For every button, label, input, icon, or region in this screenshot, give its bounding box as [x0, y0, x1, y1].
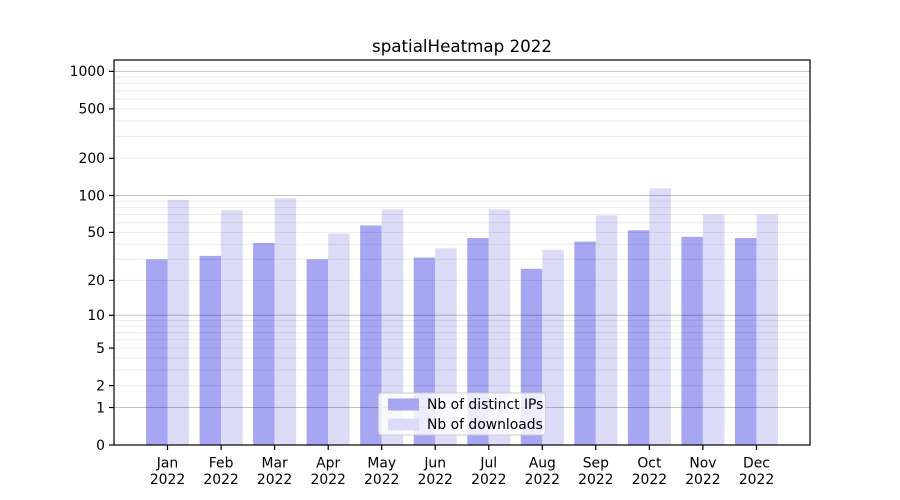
x-tick-label-month: Sep — [583, 456, 609, 472]
plot-border — [113, 59, 811, 446]
x-tick-label-month: Apr — [316, 456, 340, 472]
y-tick-label: 0 — [96, 438, 105, 454]
bar-downloads-sep — [595, 215, 618, 445]
y-tick-label: 500 — [78, 102, 105, 118]
x-tick-label-month: Mar — [261, 456, 287, 472]
y-tick-label: 1000 — [70, 64, 105, 80]
bar-distinct-ips-feb — [199, 255, 222, 445]
x-tick-label-year: 2022 — [364, 472, 399, 488]
bar-downloads-jul — [488, 209, 511, 445]
y-tick-label: 10 — [87, 308, 105, 324]
x-tick-label-month: Oct — [637, 456, 662, 472]
bar-distinct-ips-sep — [574, 241, 596, 445]
bar-downloads-mar — [274, 198, 297, 445]
x-tick-label-year: 2022 — [471, 472, 506, 488]
x-tick-label-month: Aug — [529, 456, 556, 472]
x-tick-label-year: 2022 — [739, 472, 774, 488]
bar-downloads-aug — [542, 249, 564, 445]
x-tick-label-year: 2022 — [257, 472, 292, 488]
bar-distinct-ips-mar — [253, 242, 275, 445]
bar-distinct-ips-jan — [146, 259, 168, 445]
bar-downloads-jan — [167, 199, 190, 445]
y-tick-label: 5 — [96, 341, 105, 357]
x-tick-label-month: Jul — [479, 456, 497, 472]
y-tick-label: 1 — [96, 400, 105, 416]
x-tick-label-year: 2022 — [578, 472, 613, 488]
x-tick-label-year: 2022 — [203, 472, 238, 488]
x-tick-label-month: May — [367, 456, 396, 472]
y-tick-label: 20 — [87, 273, 105, 289]
bar-distinct-ips-apr — [306, 259, 329, 445]
bar-downloads-oct — [649, 188, 671, 445]
x-tick-label-year: 2022 — [311, 472, 346, 488]
x-tick-label-year: 2022 — [418, 472, 453, 488]
bar-distinct-ips-oct — [627, 230, 650, 445]
bar-downloads-apr — [328, 233, 350, 445]
chart-title: spatialHeatmap 2022 — [372, 36, 552, 56]
bar-downloads-dec — [756, 214, 778, 445]
bar-downloads-nov — [702, 214, 725, 445]
x-tick-label-month: Dec — [743, 456, 770, 472]
bar-distinct-ips-may — [360, 225, 382, 445]
x-tick-label-year: 2022 — [150, 472, 185, 488]
x-tick-label-year: 2022 — [632, 472, 667, 488]
legend-swatch-downloads — [388, 418, 419, 431]
y-tick-label: 200 — [78, 151, 105, 167]
y-tick-label: 100 — [78, 188, 105, 204]
y-tick-label: 2 — [96, 378, 105, 394]
x-tick-label-month: Jan — [156, 456, 178, 472]
bar-downloads-feb — [221, 210, 243, 445]
bar-distinct-ips-dec — [734, 238, 757, 445]
bar-downloads-may — [381, 209, 404, 445]
x-tick-label-month: Feb — [209, 456, 234, 472]
legend-swatch-distinct-ips — [388, 398, 419, 411]
y-tick-label: 50 — [87, 225, 105, 241]
x-tick-label-month: Jun — [423, 456, 446, 472]
legend-box — [378, 392, 546, 436]
legend-label-downloads: Nb of downloads — [427, 417, 543, 433]
bar-distinct-ips-nov — [681, 236, 703, 445]
legend-label-distinct-ips: Nb of distinct IPs — [427, 397, 543, 413]
x-tick-label-year: 2022 — [525, 472, 560, 488]
x-tick-label-year: 2022 — [685, 472, 720, 488]
x-tick-label-month: Nov — [689, 456, 716, 472]
